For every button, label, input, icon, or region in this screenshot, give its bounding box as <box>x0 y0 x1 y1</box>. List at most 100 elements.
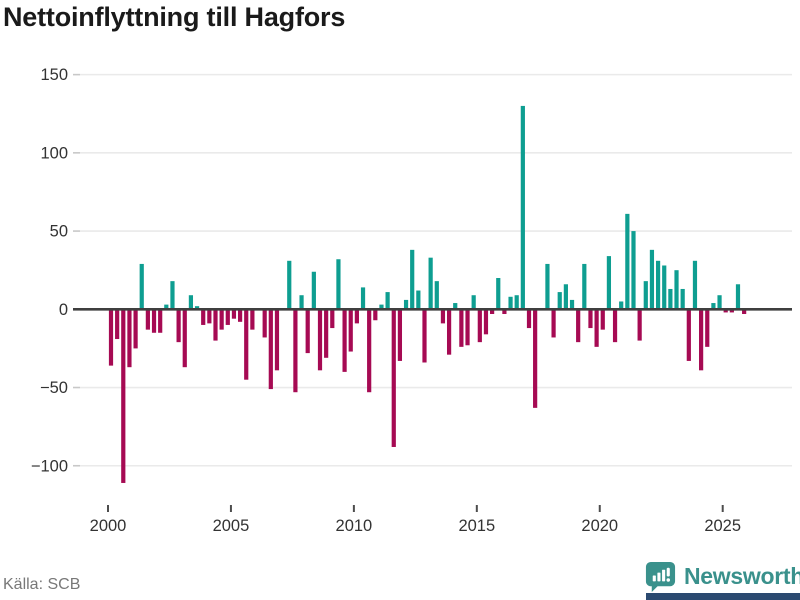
bar <box>508 296 513 310</box>
bar <box>594 309 599 347</box>
bar <box>502 309 507 314</box>
bar <box>526 309 532 329</box>
bar <box>649 249 655 310</box>
bar <box>637 309 642 341</box>
bar-glyph-small <box>652 575 656 582</box>
bar <box>612 309 618 343</box>
x-axis-label: 2015 <box>458 517 495 535</box>
bar <box>219 309 224 330</box>
bar <box>416 290 421 310</box>
bar <box>625 213 630 310</box>
y-axis-label: −100 <box>31 457 68 475</box>
bar <box>655 260 661 310</box>
bar <box>268 309 273 390</box>
bar <box>471 295 476 310</box>
bar <box>287 260 292 310</box>
bar <box>729 309 734 313</box>
bar <box>231 309 237 319</box>
bar <box>201 309 206 325</box>
newsworthy-logo: Newsworthy <box>644 560 800 593</box>
bar <box>588 309 593 329</box>
bar <box>207 309 212 324</box>
bar <box>477 309 482 343</box>
bar <box>490 309 495 314</box>
y-axis-label: 150 <box>40 66 68 84</box>
bar <box>551 309 556 338</box>
bar <box>563 284 568 310</box>
bar <box>274 309 280 371</box>
bar <box>127 309 132 368</box>
bar <box>514 295 519 310</box>
bar <box>373 309 378 321</box>
bar <box>170 281 175 310</box>
bar <box>446 309 452 355</box>
bar <box>317 309 323 371</box>
bar <box>151 309 157 333</box>
bar <box>176 309 181 343</box>
bar <box>680 288 685 310</box>
bar <box>692 260 698 310</box>
bar <box>244 309 249 380</box>
bar <box>483 309 489 335</box>
bar <box>299 295 304 310</box>
bar <box>188 295 194 310</box>
bar <box>108 309 114 366</box>
bar <box>311 271 316 310</box>
bar <box>723 309 728 313</box>
x-axis-label: 2000 <box>90 517 127 535</box>
newsworthy-icon <box>645 561 676 593</box>
bar <box>360 287 366 310</box>
exclamation-dot <box>666 578 671 582</box>
bar <box>403 299 409 310</box>
bar <box>422 309 427 363</box>
bar <box>453 303 458 310</box>
bar <box>410 249 415 310</box>
x-axis-label: 2025 <box>704 517 741 535</box>
bar <box>330 309 335 329</box>
bar <box>250 309 255 330</box>
x-axis-label: 2005 <box>213 517 250 535</box>
bar <box>293 309 298 393</box>
bar <box>164 304 169 310</box>
bar <box>391 309 396 447</box>
bar <box>606 256 612 310</box>
bar <box>440 309 446 324</box>
bar-chart: 150 100 50 0 −50 −100 2000 2005 2010 2015 2020 2025 <box>31 66 792 535</box>
bar <box>631 231 636 310</box>
bar <box>121 309 126 483</box>
bar <box>367 309 372 393</box>
bar <box>336 259 341 310</box>
brand-strip <box>646 593 800 600</box>
bar <box>576 309 581 343</box>
source-label: Källa: SCB <box>3 576 81 593</box>
bar <box>158 309 163 333</box>
bar <box>397 309 403 361</box>
bar <box>133 309 138 349</box>
bar <box>699 309 704 371</box>
bar <box>643 281 648 310</box>
bar-glyph-medium <box>657 572 661 582</box>
bar <box>520 105 525 310</box>
bar <box>262 309 267 338</box>
bar <box>735 284 741 310</box>
chart-title: Nettoinflyttning till Hagfors <box>3 2 346 32</box>
bar <box>434 281 439 310</box>
bar <box>662 265 667 310</box>
y-axis-label: −50 <box>40 379 68 397</box>
bar <box>194 306 200 310</box>
bar <box>668 288 673 310</box>
bar <box>717 295 722 310</box>
bar <box>619 301 624 310</box>
brand-name: Newsworthy <box>684 563 800 589</box>
bar <box>342 309 347 372</box>
bar <box>674 270 679 310</box>
bar <box>115 309 120 340</box>
bar <box>385 292 390 310</box>
bar-glyph-tall <box>662 569 666 582</box>
x-axis-label: 2020 <box>581 517 618 535</box>
exclamation-glyph <box>666 567 670 577</box>
bar <box>569 299 575 310</box>
x-axis-label: 2010 <box>336 517 373 535</box>
bar <box>324 309 329 358</box>
